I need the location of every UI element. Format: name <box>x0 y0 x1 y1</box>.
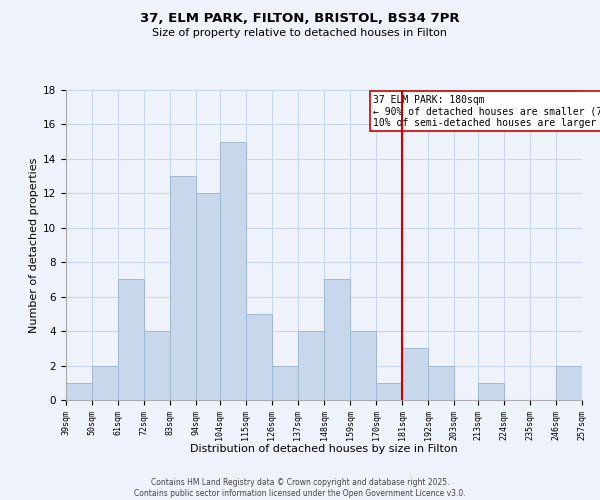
Text: Contains HM Land Registry data © Crown copyright and database right 2025.
Contai: Contains HM Land Registry data © Crown c… <box>134 478 466 498</box>
Bar <box>66 383 92 400</box>
Bar <box>376 383 402 400</box>
Text: 37, ELM PARK, FILTON, BRISTOL, BS34 7PR: 37, ELM PARK, FILTON, BRISTOL, BS34 7PR <box>140 12 460 26</box>
Bar <box>402 348 428 400</box>
Bar <box>428 366 454 400</box>
Bar <box>246 314 272 400</box>
Bar <box>350 331 376 400</box>
X-axis label: Distribution of detached houses by size in Filton: Distribution of detached houses by size … <box>190 444 458 454</box>
Text: Size of property relative to detached houses in Filton: Size of property relative to detached ho… <box>152 28 448 38</box>
Bar <box>272 366 298 400</box>
Y-axis label: Number of detached properties: Number of detached properties <box>29 158 39 332</box>
Bar <box>144 331 170 400</box>
Bar <box>478 383 504 400</box>
Text: 37 ELM PARK: 180sqm
← 90% of detached houses are smaller (76)
10% of semi-detach: 37 ELM PARK: 180sqm ← 90% of detached ho… <box>373 94 600 128</box>
Bar <box>556 366 582 400</box>
Bar <box>324 280 350 400</box>
Bar <box>220 142 246 400</box>
Bar <box>298 331 324 400</box>
Bar <box>92 366 118 400</box>
Bar <box>196 194 220 400</box>
Bar <box>170 176 196 400</box>
Bar <box>118 280 144 400</box>
